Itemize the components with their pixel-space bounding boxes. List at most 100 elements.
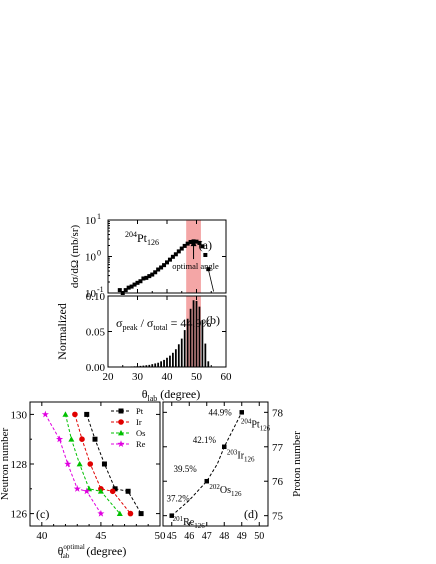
peak-fraction-label: 42.1%: [193, 435, 217, 445]
tick-label: 50: [254, 531, 264, 542]
theta: θ: [58, 544, 64, 558]
legend-marker: [118, 419, 124, 425]
element-symbol: Pt: [137, 231, 148, 245]
ratio-separator: /: [138, 316, 147, 330]
mass-number: 202: [209, 483, 220, 491]
data-point-pt: [101, 461, 107, 467]
data-point-re: [55, 435, 64, 443]
cross-section-point: [188, 239, 193, 244]
legend-label: Pt: [136, 406, 144, 416]
tick-label: 48: [219, 531, 229, 542]
cross-section-point: [206, 267, 211, 272]
neutron-subscript: 126: [231, 490, 242, 498]
panel-label-d: (d): [244, 507, 258, 521]
cross-section-point: [197, 240, 202, 245]
element-symbol: Pt: [251, 419, 260, 430]
axes-frame: [162, 401, 269, 527]
cross-section-point: [173, 252, 178, 257]
cross-section-point: [185, 241, 190, 246]
data-point-re: [73, 485, 81, 492]
normalized-bar: [180, 338, 183, 367]
legend-marker: [118, 430, 124, 436]
cross-section-point: [153, 270, 158, 275]
data-point-os: [68, 436, 75, 442]
element-symbol: Ir: [237, 450, 244, 461]
cross-section-point: [176, 249, 181, 254]
mass-number: 203: [227, 448, 238, 456]
peak-fraction-label: 44.9%: [209, 407, 233, 417]
legend-marker: [117, 440, 125, 448]
normalized-bar: [195, 300, 198, 367]
data-point-pt: [138, 511, 144, 517]
cross-section-point: [120, 291, 125, 295]
normalized-bar: [189, 308, 192, 367]
ratio-value: = 44.9%: [168, 316, 212, 330]
series-line-pt: [86, 414, 142, 514]
cross-section-point: [156, 267, 161, 272]
normalized-bar: [192, 300, 195, 367]
y-tick-exponent: 0: [97, 249, 101, 258]
cross-section-point: [126, 285, 131, 290]
y-axis-label-c: Neutron number: [0, 427, 11, 500]
cross-section-point: [162, 263, 167, 268]
peak-subscript: peak: [122, 323, 137, 332]
tick-base: 10: [85, 215, 97, 227]
tick-label: 0.00: [86, 362, 106, 374]
peak-fraction-label: 37.2%: [167, 493, 191, 503]
cross-section-point: [159, 265, 164, 270]
x-axis-label-c: θoptimal lab (degree): [58, 543, 127, 560]
cross-section-point: [200, 244, 205, 249]
unit: (degree): [83, 544, 126, 558]
cross-section-point: [170, 254, 175, 259]
cross-section-point: [135, 280, 140, 285]
element-symbol: Os: [220, 485, 231, 496]
tick-label: 50: [155, 530, 167, 542]
data-point-re: [64, 460, 72, 468]
data-point-os: [97, 488, 104, 494]
mass-number: 204: [241, 417, 252, 425]
normalized-bar: [169, 355, 171, 367]
cross-section-point: [117, 288, 122, 293]
y-tick-exponent: 1: [97, 212, 101, 221]
cross-section-point: [194, 239, 199, 244]
neutron-subscript: 126: [194, 522, 205, 530]
trend-curve: [171, 412, 243, 517]
panel-label-a: (a): [199, 238, 212, 252]
data-point-ir: [79, 436, 85, 443]
y-axis-label-b: Normalized: [55, 303, 69, 360]
panel-label-c: (c): [36, 507, 49, 521]
tick-label: 20: [103, 371, 115, 383]
data-point-ir: [127, 510, 134, 517]
data-point-pt: [125, 488, 131, 494]
nucleus-point: [169, 513, 174, 518]
nucleus-label-ir: 203Ir126: [227, 448, 255, 463]
data-point-ir: [109, 488, 116, 495]
mass-number: 201: [173, 515, 184, 523]
nucleus-point: [239, 410, 244, 415]
peak-fraction-label: 39.5%: [174, 464, 198, 474]
nucleus-label-re: 201Re126: [173, 515, 206, 530]
nucleus-point: [222, 444, 227, 450]
normalized-bar: [139, 365, 142, 367]
total-subscript: total: [153, 323, 168, 332]
series-line-ir: [74, 414, 131, 514]
sigma: σ: [147, 316, 154, 330]
tick-label: 40: [36, 530, 48, 542]
lab-subscript: lab: [61, 552, 70, 560]
cross-section-point: [147, 274, 152, 279]
tick-label: 47: [202, 531, 212, 542]
cross-section-point: [141, 276, 146, 281]
nucleus-point: [204, 478, 209, 484]
data-point-pt: [84, 411, 90, 417]
tick-label: 49: [237, 531, 247, 542]
normalized-bar: [204, 343, 207, 367]
tick-label: 130: [11, 409, 28, 421]
cross-section-point: [150, 272, 155, 277]
tick-label: 0.05: [86, 327, 106, 339]
optimal-superscript: optimal: [63, 543, 84, 551]
normalized-bar: [172, 352, 174, 367]
normalized-bar: [207, 361, 210, 367]
legend-label: Re: [136, 439, 146, 449]
